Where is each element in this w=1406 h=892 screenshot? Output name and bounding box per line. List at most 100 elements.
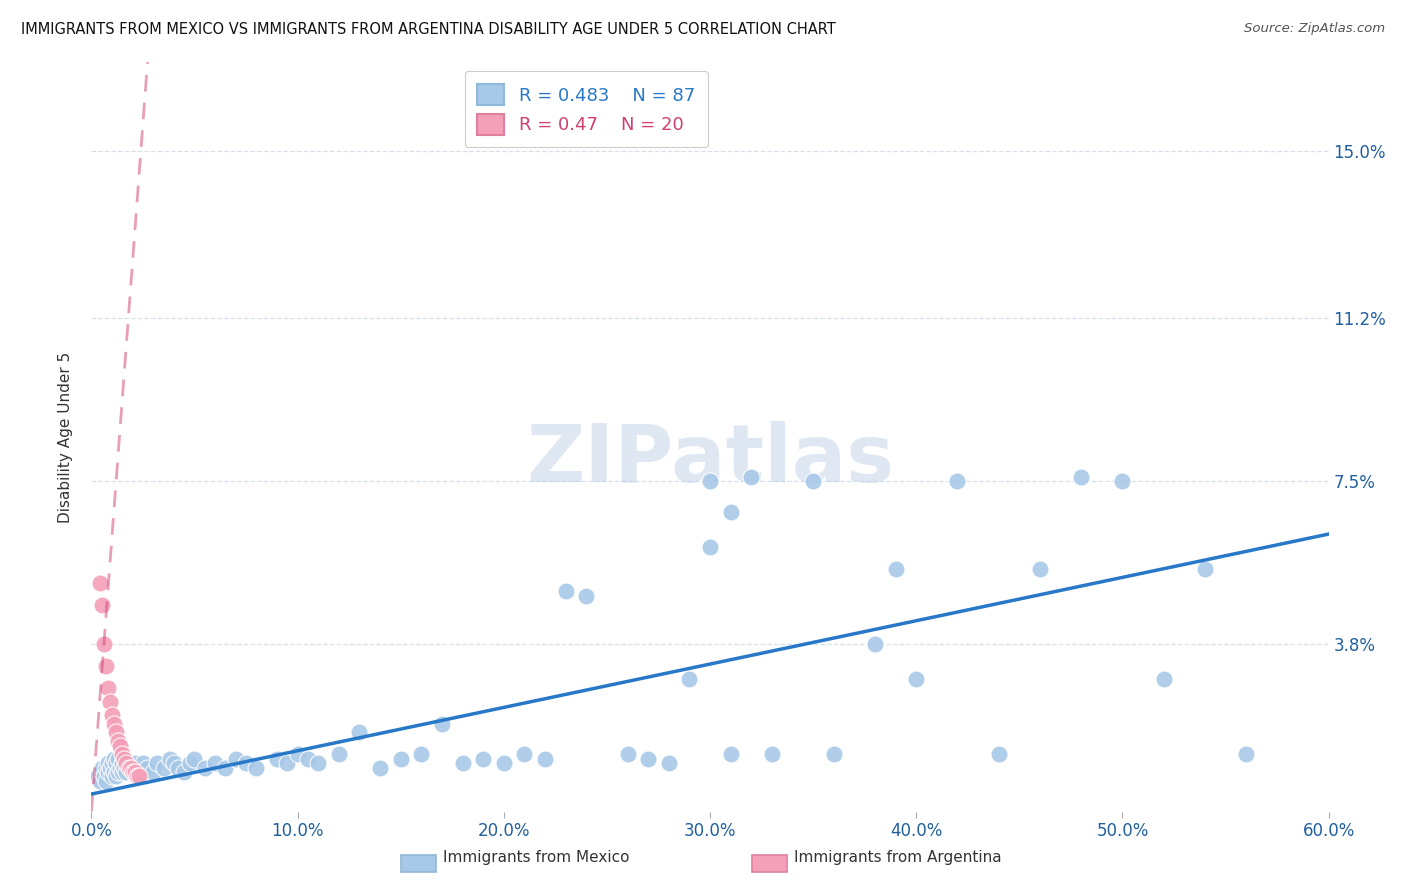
Point	[125, 769, 148, 783]
Point	[90, 765, 112, 780]
Point	[720, 747, 742, 762]
Point	[616, 747, 638, 762]
Point	[101, 756, 124, 771]
Point	[90, 761, 112, 775]
Point	[678, 673, 700, 687]
Point	[987, 747, 1010, 762]
Point	[146, 756, 169, 771]
Point	[349, 725, 371, 739]
Point	[451, 756, 474, 771]
Point	[245, 761, 267, 775]
Point	[89, 575, 111, 590]
Point	[120, 761, 142, 775]
Point	[115, 765, 138, 780]
Point	[86, 769, 108, 783]
Text: ZIPatlas: ZIPatlas	[526, 420, 894, 499]
Point	[884, 562, 907, 576]
Point	[1029, 562, 1052, 576]
Point	[107, 765, 129, 780]
Point	[699, 541, 721, 555]
Point	[93, 769, 115, 783]
Point	[235, 756, 257, 771]
Point	[513, 747, 536, 762]
Point	[534, 752, 557, 766]
Point	[97, 765, 120, 780]
Point	[159, 752, 181, 766]
Point	[720, 505, 742, 519]
Point	[411, 747, 433, 762]
Point	[863, 637, 886, 651]
Point	[110, 761, 132, 775]
Point	[1234, 747, 1257, 762]
Point	[152, 761, 174, 775]
Point	[97, 681, 120, 696]
Point	[163, 756, 186, 771]
Point	[658, 756, 681, 771]
Point	[472, 752, 495, 766]
Point	[105, 725, 128, 739]
Point	[307, 756, 329, 771]
Point	[105, 756, 128, 771]
Point	[1070, 469, 1092, 483]
Point	[740, 469, 762, 483]
Text: Immigrants from Argentina: Immigrants from Argentina	[794, 850, 1002, 865]
Point	[430, 716, 453, 731]
Point	[97, 756, 120, 771]
Point	[699, 474, 721, 488]
Point	[112, 752, 135, 766]
Y-axis label: Disability Age Under 5: Disability Age Under 5	[58, 351, 73, 523]
Point	[125, 761, 148, 775]
Text: Immigrants from Mexico: Immigrants from Mexico	[443, 850, 630, 865]
Point	[94, 773, 117, 788]
Point	[120, 761, 142, 775]
Point	[115, 756, 138, 771]
Point	[167, 761, 190, 775]
Text: IMMIGRANTS FROM MEXICO VS IMMIGRANTS FROM ARGENTINA DISABILITY AGE UNDER 5 CORRE: IMMIGRANTS FROM MEXICO VS IMMIGRANTS FRO…	[21, 22, 835, 37]
Point	[389, 752, 412, 766]
Point	[266, 752, 288, 766]
Legend: R = 0.483    N = 87, R = 0.47    N = 20: R = 0.483 N = 87, R = 0.47 N = 20	[465, 71, 707, 147]
Point	[1194, 562, 1216, 576]
Point	[1111, 474, 1133, 488]
Point	[194, 761, 217, 775]
Point	[90, 598, 112, 612]
Point	[946, 474, 969, 488]
Point	[823, 747, 845, 762]
Point	[124, 765, 146, 780]
Point	[103, 765, 125, 780]
Point	[89, 773, 111, 788]
Point	[94, 761, 117, 775]
Point	[225, 752, 247, 766]
Point	[93, 637, 115, 651]
Point	[287, 747, 309, 762]
Point	[110, 739, 132, 753]
Point	[761, 747, 783, 762]
Point	[173, 765, 195, 780]
Point	[101, 707, 124, 722]
Point	[121, 765, 143, 780]
Point	[1153, 673, 1175, 687]
Point	[204, 756, 226, 771]
Point	[94, 659, 117, 673]
Point	[328, 747, 350, 762]
Point	[107, 752, 129, 766]
Point	[575, 589, 598, 603]
Point	[128, 765, 150, 780]
Point	[111, 747, 134, 762]
Point	[98, 694, 121, 708]
Point	[112, 761, 135, 775]
Point	[103, 752, 125, 766]
Point	[121, 765, 143, 780]
Point	[111, 756, 134, 771]
Point	[905, 673, 928, 687]
Point	[117, 761, 139, 775]
Point	[801, 474, 824, 488]
Point	[554, 584, 576, 599]
Point	[98, 761, 121, 775]
Point	[183, 752, 205, 766]
Text: Source: ZipAtlas.com: Source: ZipAtlas.com	[1244, 22, 1385, 36]
Point	[637, 752, 659, 766]
Point	[492, 756, 515, 771]
Point	[368, 761, 391, 775]
Point	[128, 769, 150, 783]
